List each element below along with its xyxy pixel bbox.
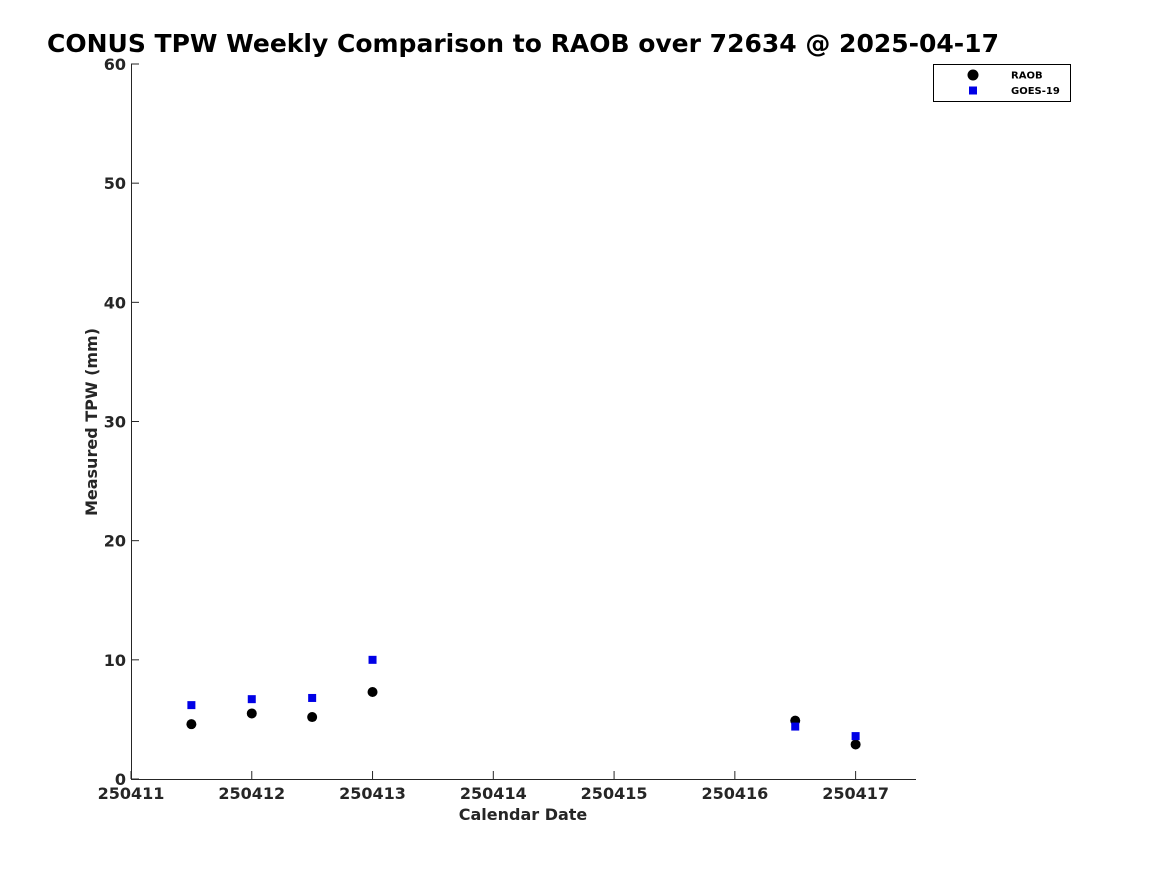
point-raob	[850, 739, 861, 750]
legend-label-goes-19: GOES-19	[1011, 86, 1060, 97]
axes	[131, 64, 916, 780]
x-tick-label: 250415	[581, 784, 648, 803]
chart-title: CONUS TPW Weekly Comparison to RAOB over…	[47, 29, 999, 58]
x-tick-label: 250412	[218, 784, 285, 803]
point-goes-19	[187, 701, 196, 710]
y-tick-label: 40	[104, 293, 126, 312]
y-tick-label: 50	[104, 174, 126, 193]
y-ticks: 0 10 20 30 40 50 60	[104, 55, 139, 789]
x-tick-label: 250414	[460, 784, 527, 803]
x-tick-label: 250411	[98, 784, 165, 803]
x-axis-label: Calendar Date	[459, 805, 588, 824]
y-tick-label: 20	[104, 532, 126, 551]
point-goes-19	[368, 655, 377, 664]
x-tick-label: 250417	[822, 784, 889, 803]
y-tick-label: 30	[104, 413, 126, 432]
data-points	[186, 655, 861, 750]
legend-marker-goes-19	[969, 86, 977, 95]
legend-box	[933, 64, 1071, 102]
y-tick-label: 0	[115, 770, 126, 789]
y-tick-label: 10	[104, 651, 126, 670]
legend-label-raob: RAOB	[1011, 71, 1043, 82]
legend-marker-raob	[967, 69, 979, 81]
x-tick-label: 250416	[701, 784, 768, 803]
point-raob	[367, 687, 378, 698]
point-goes-19	[851, 732, 860, 741]
y-tick-label: 60	[104, 55, 126, 74]
legend: RAOB GOES-19	[933, 64, 1071, 102]
point-goes-19	[308, 693, 317, 702]
x-tick-label: 250413	[339, 784, 406, 803]
x-ticks: 250411 250412 250413 250414 250415 250416 2504…	[98, 771, 889, 803]
point-goes-19	[791, 722, 800, 731]
point-goes-19	[247, 695, 256, 704]
point-raob	[307, 712, 318, 723]
y-axis-label: Measured TPW (mm)	[82, 328, 101, 516]
point-raob	[186, 719, 197, 730]
point-raob	[246, 708, 257, 719]
